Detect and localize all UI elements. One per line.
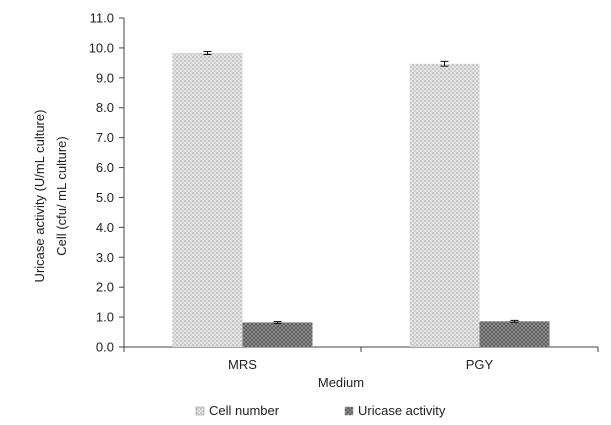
bar-uricase-activity-pgy [479, 321, 550, 347]
legend-swatch-uricase-activity [344, 406, 354, 416]
y-axis: 0.0 1.0 2.0 3.0 4.0 5.0 6.0 7.0 8.0 9.0 10.0 11.0 [89, 11, 125, 355]
bars [172, 52, 550, 347]
y-tick-label: 5.0 [96, 190, 114, 205]
x-category-label: PGY [466, 357, 494, 372]
bar-cell-number-pgy [409, 63, 480, 347]
y-axis-title-cell: Cell (cfu/ mL culture) [54, 136, 69, 255]
legend-swatch-cell-number [195, 406, 205, 416]
legend: Cell number Uricase activity [195, 403, 446, 418]
x-category-label: MRS [228, 357, 257, 372]
y-tick-label: 1.0 [96, 310, 114, 325]
y-tick-label: 11.0 [90, 11, 114, 26]
y-axis-title-uricase: Uricase activity (U/mL culture) [32, 110, 47, 283]
legend-label: Uricase activity [358, 403, 446, 418]
bar-uricase-activity-mrs [242, 322, 313, 347]
x-axis: MRS PGY [123, 346, 599, 372]
y-tick-label: 9.0 [96, 70, 114, 85]
y-tick-label: 3.0 [96, 250, 114, 265]
y-tick-label: 7.0 [96, 130, 114, 145]
y-tick-label: 6.0 [96, 160, 114, 175]
y-tick-label: 4.0 [96, 220, 114, 235]
y-tick-label: 10.0 [89, 40, 114, 55]
y-tick-label: 0.0 [96, 340, 114, 355]
error-bars [203, 50, 519, 324]
x-axis-title: Medium [318, 375, 364, 390]
y-tick-label: 2.0 [96, 280, 114, 295]
bar-cell-number-mrs [172, 52, 243, 347]
y-tick-label: 8.0 [96, 100, 114, 115]
legend-label: Cell number [209, 403, 280, 418]
